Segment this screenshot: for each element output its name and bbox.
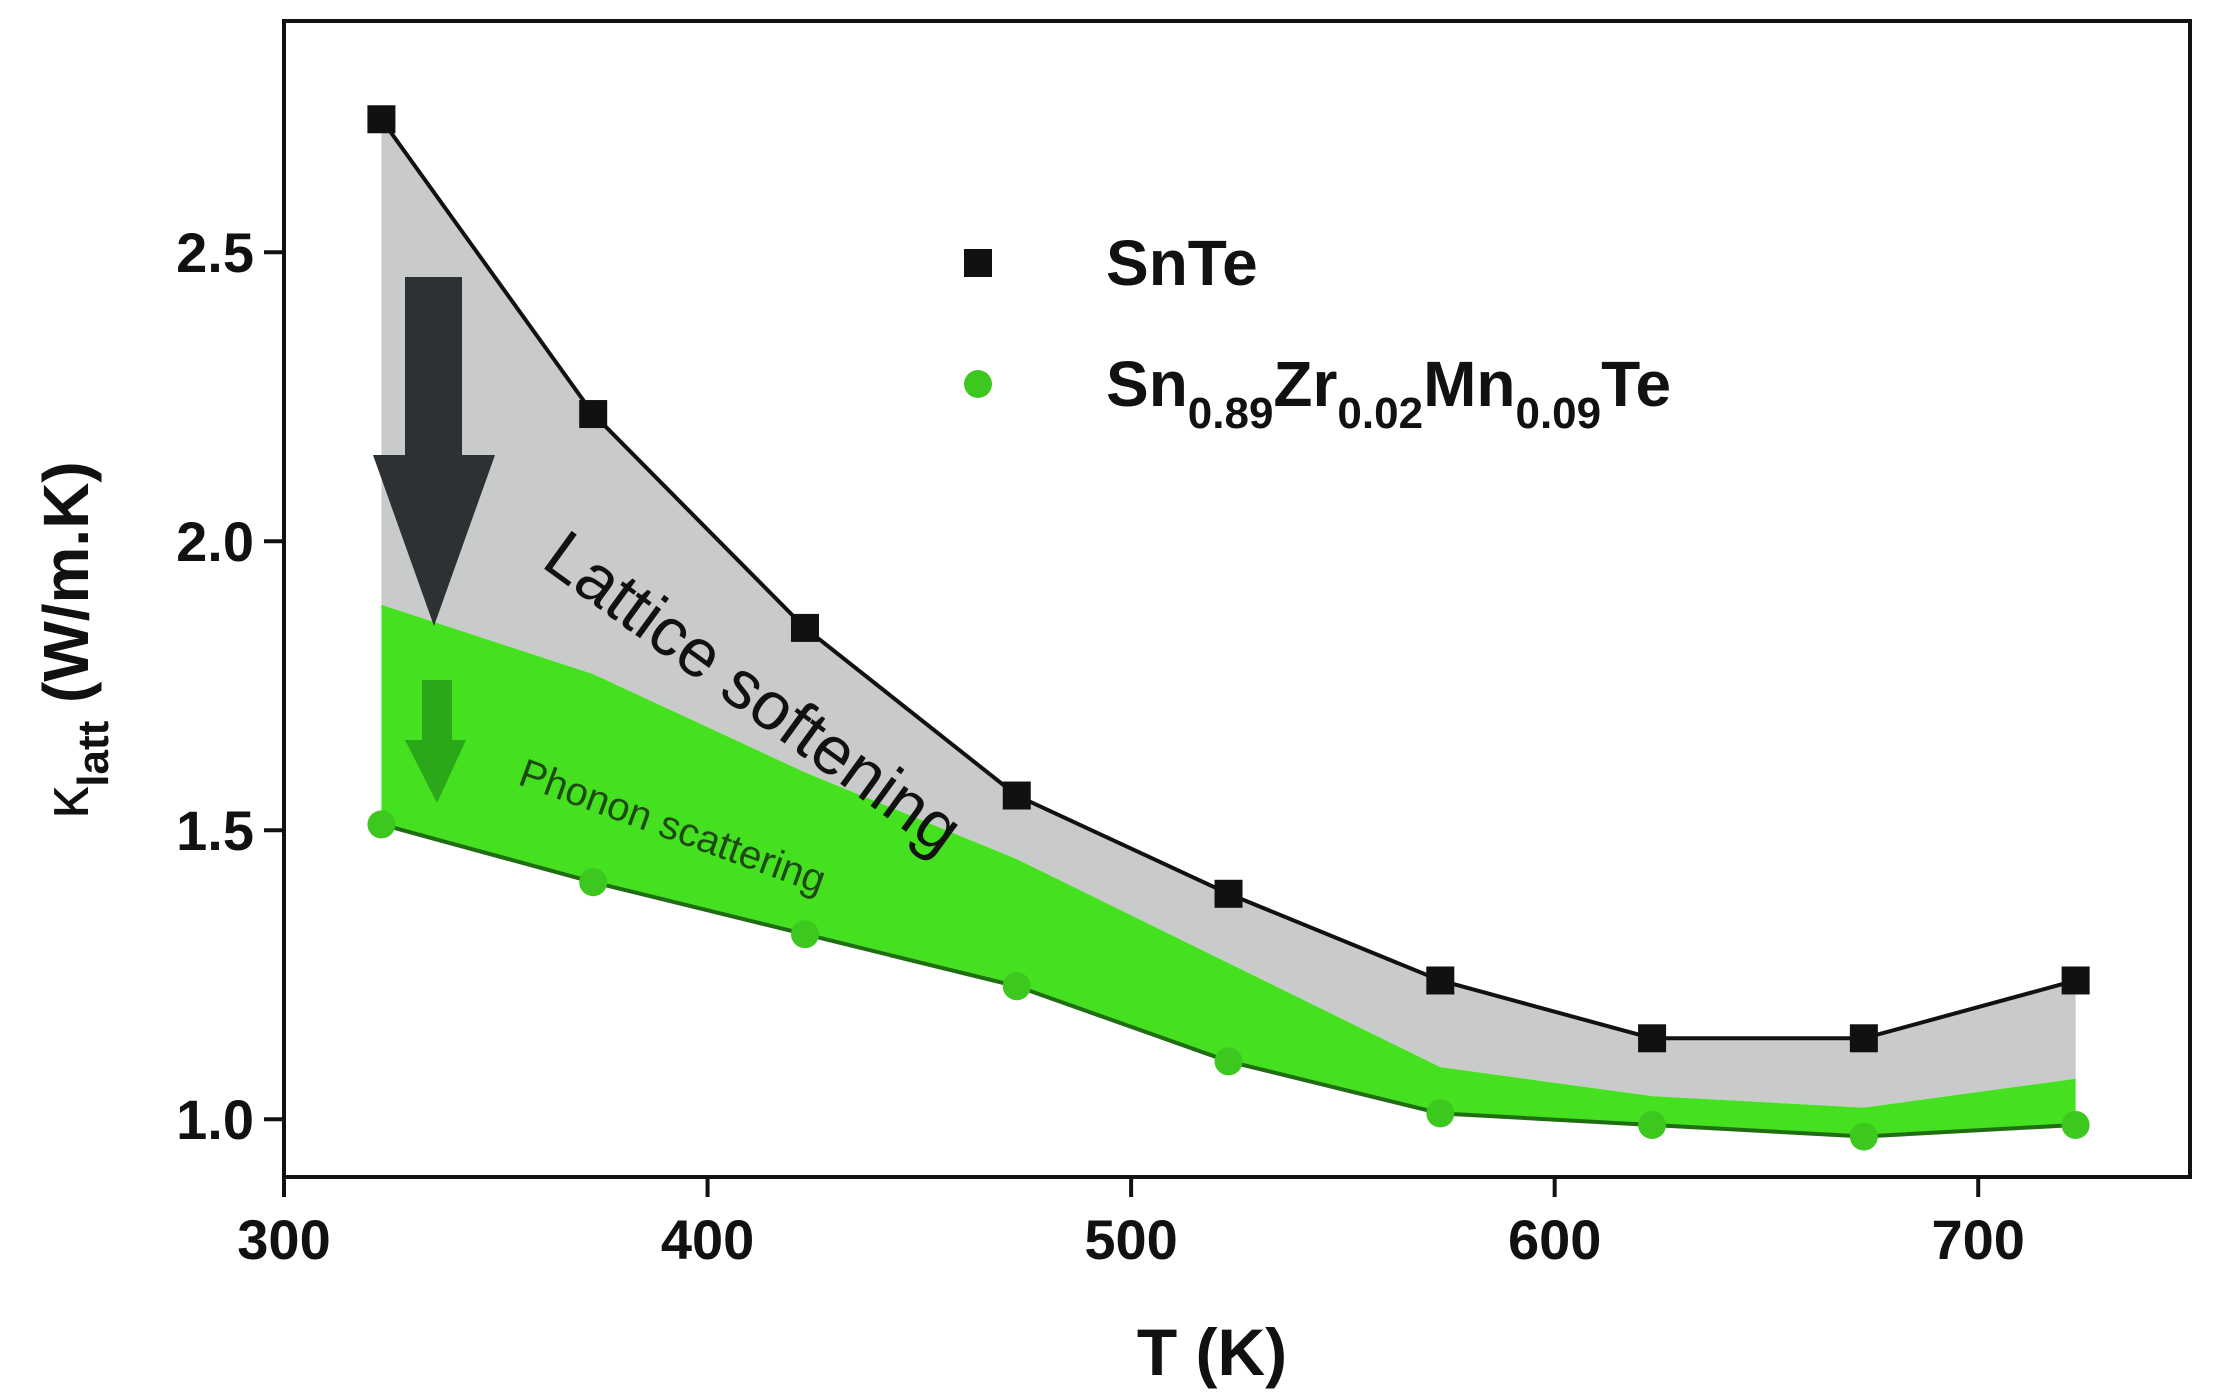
plot-frame (282, 19, 2192, 1179)
y-axis-title: κlatt (W/m.K) (30, 461, 118, 819)
legend-label: SnTe (1106, 227, 1258, 299)
x-tick-label: 700 (1932, 1208, 2025, 1271)
data-point (1002, 781, 1031, 810)
data-point (579, 400, 608, 429)
data-point (367, 810, 396, 839)
x-tick-label: 600 (1508, 1208, 1601, 1271)
y-axis-title-part: (W/m.K) (30, 461, 102, 703)
data-point (2061, 1110, 2090, 1139)
data-point (367, 105, 396, 134)
y-tick-label: 1.5 (176, 799, 254, 862)
data-point (579, 868, 608, 897)
data-point (1849, 1122, 1878, 1151)
y-tick-label: 2.0 (176, 510, 254, 573)
y-axis-title-part: κ (30, 786, 102, 819)
scattering-band (381, 604, 2076, 1137)
x-tick-label: 400 (661, 1208, 754, 1271)
data-point (2061, 966, 2090, 995)
data-point (790, 613, 819, 642)
x-tick-label: 500 (1084, 1208, 1177, 1271)
y-tick-label: 2.5 (176, 221, 254, 284)
legend-marker (964, 249, 992, 277)
y-axis-title-part: latt (69, 720, 118, 786)
y-tick-label: 1.0 (176, 1088, 254, 1151)
data-point (1426, 966, 1455, 995)
data-point (1214, 1047, 1243, 1076)
phonon-arrow (405, 680, 466, 803)
data-point (1002, 972, 1031, 1001)
plot-area (282, 19, 2192, 1179)
x-tick-label: 300 (237, 1208, 330, 1271)
legend-marker (964, 370, 992, 398)
data-point (1849, 1024, 1878, 1053)
softening-band (381, 119, 2076, 1108)
data-point (790, 920, 819, 949)
x-axis-title: T (K) (1137, 1315, 1287, 1389)
data-point (1426, 1099, 1455, 1128)
data-point (1638, 1024, 1667, 1053)
data-point (1214, 879, 1243, 908)
legend-label: Sn0.89Zr0.02Mn0.09Te (1106, 348, 1671, 438)
data-point (1638, 1110, 1667, 1139)
lattice-arrow (373, 277, 495, 626)
